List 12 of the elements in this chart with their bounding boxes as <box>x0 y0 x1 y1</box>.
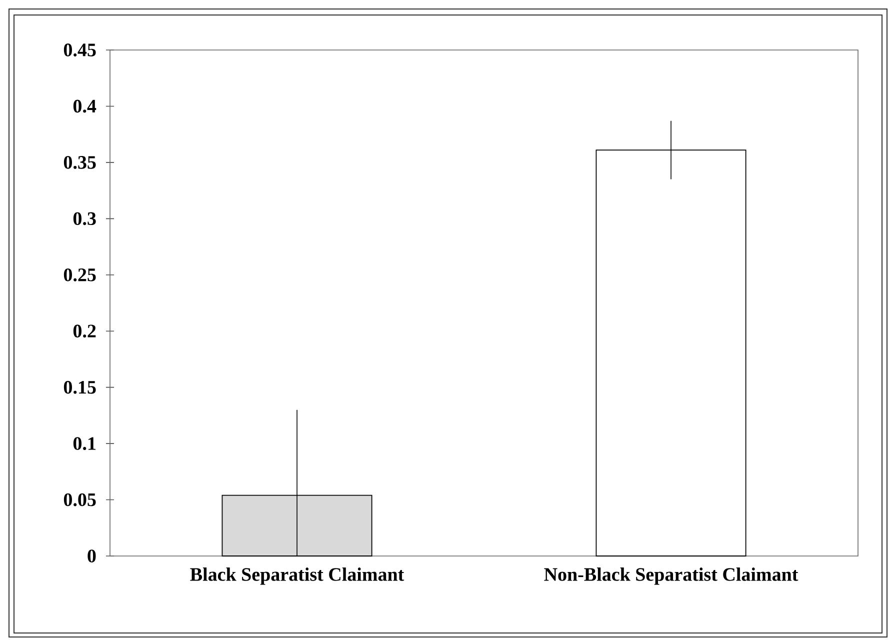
x-tick-label: Non-Black Separatist Claimant <box>544 568 798 585</box>
y-tick-label: 0.45 <box>64 44 96 56</box>
y-tick-label: 0.15 <box>64 380 96 394</box>
y-tick-label: 0.4 <box>73 100 96 113</box>
y-tick-label: 0.25 <box>64 268 96 282</box>
y-tick-label: 0 <box>88 550 96 562</box>
y-tick-label: 0.05 <box>64 493 96 506</box>
x-tick-label: Black Separatist Claimant <box>190 568 404 585</box>
y-tick-label: 0.1 <box>73 437 96 450</box>
y-tick-label: 0.3 <box>73 212 96 226</box>
y-tick-label: 0.35 <box>64 156 96 169</box>
y-tick-label: 0.2 <box>73 324 96 338</box>
